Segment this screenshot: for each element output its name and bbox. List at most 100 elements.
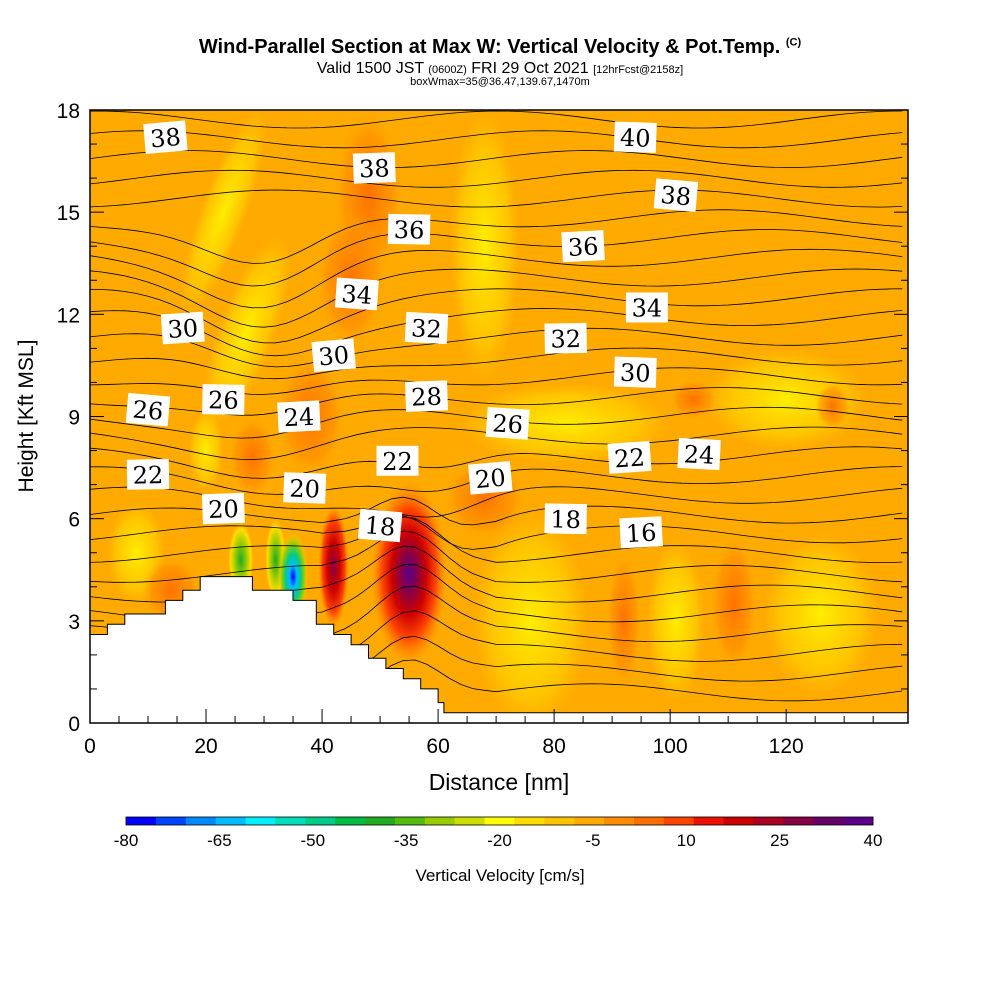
contour-label-text: 24 (683, 440, 715, 470)
theta-contour (90, 347, 903, 380)
colorbar-swatch (693, 817, 724, 825)
x-tick-label: 20 (194, 735, 217, 758)
colorbar-swatch (843, 817, 874, 825)
contour-label-text: 16 (625, 519, 657, 549)
colorbar-swatch (335, 817, 366, 825)
contour-label-box (561, 230, 605, 263)
contour-label: 40 (613, 121, 657, 153)
y-tick-label: 6 (68, 509, 80, 532)
contour-label-text: 32 (550, 325, 581, 354)
x-tick-label: 60 (426, 735, 449, 758)
x-tick-label: 100 (653, 735, 688, 758)
theta-contour (90, 515, 903, 550)
contour-label-box (544, 322, 587, 354)
colorbar-swatch (126, 817, 157, 825)
colorbar-tick-label: -65 (207, 831, 232, 850)
colorbar-tick-label: 10 (677, 831, 696, 850)
velocity-cell (202, 234, 291, 428)
theta-contour (90, 130, 903, 149)
contour-label: 20 (283, 472, 327, 504)
contour-label-box (613, 121, 657, 153)
contour-label-box (404, 380, 449, 412)
colorbar-swatch (723, 817, 754, 825)
y-tick-label: 0 (68, 713, 80, 736)
contour-label-box (160, 311, 205, 345)
y-tick-label: 9 (68, 407, 80, 430)
contour-label-box (653, 178, 699, 212)
colorbar-label: Vertical Velocity [cm/s] (415, 866, 584, 885)
contour-label-text: 20 (208, 495, 240, 524)
colorbar-swatch (633, 817, 665, 825)
y-tick-label: 12 (57, 304, 80, 327)
colorbar-swatch (604, 817, 635, 825)
velocity-cell (188, 409, 224, 492)
valid-time-line: Valid 1500 JST (0600Z) FRI 29 Oct 2021 [… (0, 60, 1000, 78)
colorbar-tick-label: -20 (487, 831, 512, 850)
contour-label-text: 30 (620, 359, 652, 388)
theta-contour (90, 110, 903, 129)
contour-label-text: 38 (659, 181, 692, 212)
contour-label-box (619, 516, 663, 549)
theta-contour (90, 530, 903, 583)
contour-label: 16 (619, 516, 663, 549)
contour-label-text: 36 (394, 216, 425, 245)
y-axis-label: Height [Kft MSL] (15, 340, 38, 493)
contour-label-box (544, 503, 587, 535)
contour-label-box (311, 338, 356, 372)
contour-label-text: 30 (167, 314, 199, 344)
theta-contour (90, 516, 903, 564)
terrain (89, 576, 909, 724)
contour-label: 18 (357, 508, 403, 543)
theta-contour (90, 308, 903, 357)
contour-label-text: 34 (341, 280, 373, 310)
contour-label-box (387, 213, 431, 245)
contour-label-text: 38 (149, 123, 182, 154)
colorbar-swatch (753, 817, 784, 825)
contour-label: 26 (202, 384, 245, 415)
contour-label-text: 32 (410, 314, 442, 344)
contour-label-box (201, 492, 245, 525)
contour-label-box (677, 437, 721, 471)
contour-label: 22 (607, 440, 652, 474)
colorbar-swatch (574, 817, 605, 825)
colorbar-tick-label: -35 (394, 831, 419, 850)
contour-label: 32 (404, 311, 449, 345)
colorbar-swatch (484, 817, 515, 825)
theta-contour (90, 189, 903, 208)
contour-label: 38 (653, 178, 699, 212)
contour-label: 32 (544, 322, 587, 354)
theta-contour (90, 288, 903, 344)
forecast-info: [12hrFcst@2158z] (593, 64, 684, 76)
contour-label-box (143, 120, 188, 154)
colorbar-swatch (514, 817, 545, 825)
contour-label-box (376, 445, 419, 476)
velocity-cell (815, 382, 850, 431)
contour-label: 36 (561, 230, 605, 263)
box-w-max-line: boxWmax=35@36.47,139.67,1470m (410, 76, 590, 88)
contour-label-text: 28 (411, 383, 443, 412)
velocity-cell (180, 110, 267, 315)
theta-contour (90, 169, 903, 188)
chart-title: Wind-Parallel Section at Max W: Vertical… (198, 36, 802, 58)
theta-contour (90, 150, 903, 168)
x-axis-label: Distance [nm] (429, 769, 570, 795)
contour-label-text: 20 (474, 464, 507, 495)
contour-label-box (126, 459, 170, 490)
contour-label-text: 36 (567, 232, 599, 262)
velocity-cell (762, 532, 879, 696)
contour-label-text: 38 (359, 154, 391, 183)
y-tick-label: 15 (57, 202, 80, 225)
contour-label: 18 (544, 503, 587, 535)
x-tick-label: 120 (769, 735, 804, 758)
velocity-cell (229, 416, 276, 499)
contour-label-text: 30 (317, 341, 350, 372)
theta-contour (90, 327, 903, 368)
contour-label: 20 (468, 461, 513, 495)
contour-label: 36 (387, 213, 431, 245)
copyright-mark: (C) (785, 36, 802, 49)
contour-label: 22 (376, 445, 419, 476)
contour-label-box (334, 277, 379, 311)
